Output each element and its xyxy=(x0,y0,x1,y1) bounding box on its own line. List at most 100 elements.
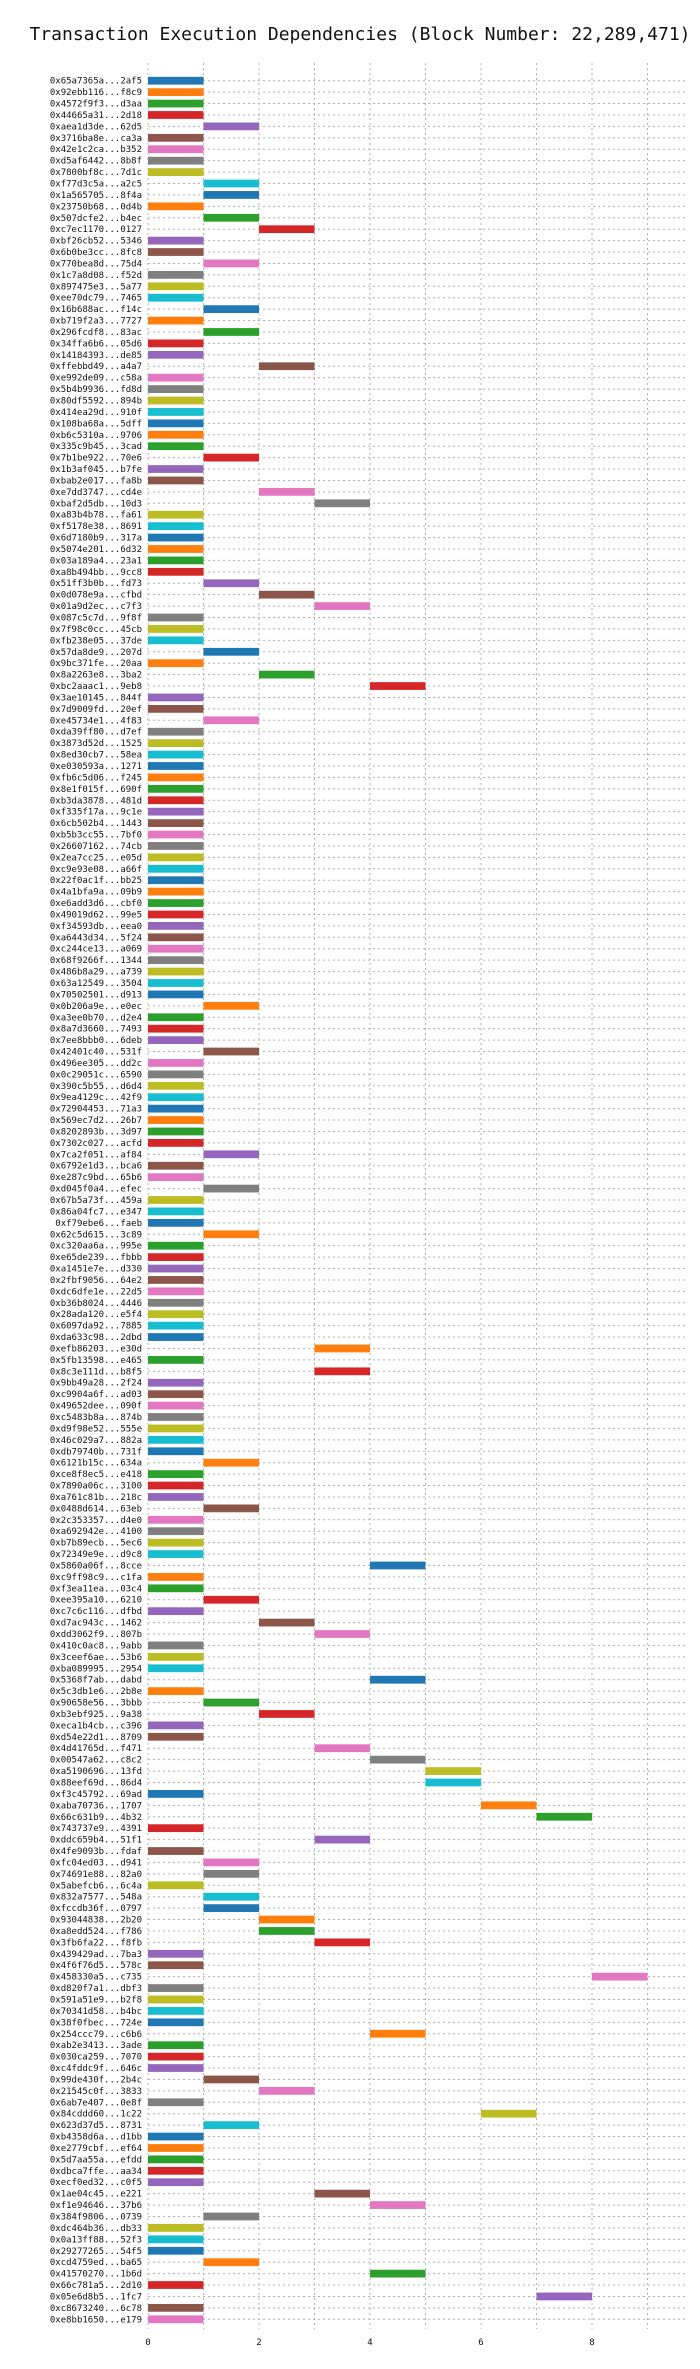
transaction-bar xyxy=(148,910,204,919)
y-tick-label: 0xc4fddc9f...646c xyxy=(50,2064,142,2074)
y-tick-label: 0x0b206a9e...e0ec xyxy=(50,1002,142,1012)
transaction-bar xyxy=(148,248,204,256)
y-tick-label: 0xd5af6442...8b8f xyxy=(50,157,142,167)
transaction-bar xyxy=(148,2018,204,2027)
y-tick-label: 0x8a7d3660...7493 xyxy=(50,1025,142,1035)
transaction-bar xyxy=(148,1664,204,1673)
transaction-bar xyxy=(148,705,204,713)
x-tick-label: 4 xyxy=(367,2338,372,2348)
transaction-bar xyxy=(148,1447,204,1456)
y-tick-label: 0x0a13ff88...52f3 xyxy=(50,2235,142,2245)
y-tick-label: 0x458330a5...c735 xyxy=(50,1973,142,1983)
y-tick-label: 0x6cb502b4...1443 xyxy=(50,819,142,829)
y-tick-label: 0x439429ad...7ba3 xyxy=(50,1950,142,1960)
transaction-bar xyxy=(536,1812,592,1821)
y-tick-label: 0x05e6d8b5...1fc7 xyxy=(50,2292,142,2302)
transaction-bar xyxy=(148,1036,204,1044)
y-tick-label: 0x486b8a29...a739 xyxy=(50,968,142,978)
transaction-bar xyxy=(148,465,204,473)
y-tick-label: 0x0488d614...63eb xyxy=(50,1504,142,1514)
y-tick-label: 0x9ea4129c...42f9 xyxy=(50,1093,142,1103)
y-tick-label: 0xe45734e1...4f83 xyxy=(50,716,142,726)
transaction-bar xyxy=(148,293,204,302)
y-tick-label: 0x384f9806...0739 xyxy=(50,2212,142,2222)
y-tick-label: 0x7890a06c...3100 xyxy=(50,1482,142,1492)
transaction-bar xyxy=(148,1984,204,1992)
transaction-bar xyxy=(148,2315,204,2324)
y-tick-label: 0x66c781a5...2d10 xyxy=(50,2281,142,2291)
transaction-bar xyxy=(148,1790,204,1798)
transaction-bar xyxy=(148,1093,204,1102)
y-tick-label: 0x2ea7cc25...e05d xyxy=(50,853,142,863)
transaction-bar xyxy=(203,1858,259,1867)
transaction-bar xyxy=(148,522,204,531)
y-tick-label: 0xe992de09...c58a xyxy=(50,374,142,384)
transaction-bar xyxy=(203,453,259,462)
y-tick-label: 0xd045f0a4...efec xyxy=(50,1185,142,1195)
transaction-bar xyxy=(148,1264,204,1273)
y-tick-label: 0x832a7577...548a xyxy=(50,1893,142,1903)
y-tick-label: 0x4d41765d...f471 xyxy=(50,1744,142,1754)
y-tick-label: 0xd54e22d1...8709 xyxy=(50,1733,142,1743)
transaction-bar xyxy=(370,2201,426,2209)
y-tick-label: 0xa1451e7e...d330 xyxy=(50,1265,142,1275)
y-tick-label: 0x623d37d5...8731 xyxy=(50,2121,142,2131)
y-tick-label: 0xa5190696...13fd xyxy=(50,1767,142,1777)
y-tick-label: 0x93044838...2b20 xyxy=(50,1916,142,1926)
y-tick-label: 0xa6443d34...5f24 xyxy=(50,933,142,943)
transaction-bar xyxy=(148,819,204,827)
transaction-bar xyxy=(148,339,204,348)
transaction-bar xyxy=(148,1378,204,1387)
transaction-bar xyxy=(148,1881,204,1890)
transaction-bar xyxy=(148,1732,204,1741)
transaction-bar xyxy=(148,385,204,393)
y-tick-label: 0x5d7aa55a...efdd xyxy=(50,2155,142,2165)
transaction-bar xyxy=(148,887,204,896)
transaction-bar xyxy=(148,1116,204,1124)
y-tick-label: 0xda39ff80...d7ef xyxy=(50,728,142,738)
transaction-bar xyxy=(314,1835,370,1844)
y-tick-label: 0xce8f8ec5...e418 xyxy=(50,1470,142,1480)
transaction-bar xyxy=(203,191,259,199)
transaction-bar xyxy=(148,373,204,382)
y-tick-label: 0x254ccc79...c6b6 xyxy=(50,2030,142,2040)
y-tick-label: 0xa8edd524...f786 xyxy=(50,1927,142,1937)
y-tick-label: 0x030ca259...7070 xyxy=(50,2053,142,2063)
y-tick-label: 0x5abefcb6...6c4a xyxy=(50,1881,142,1891)
transaction-bar xyxy=(148,944,204,953)
y-tick-label: 0xb4358d6a...d1bb xyxy=(50,2133,142,2143)
y-tick-label: 0x7b1be922...70e6 xyxy=(50,454,142,464)
y-tick-label: 0xe2779cbf...ef64 xyxy=(50,2144,142,2154)
y-tick-label: 0xffebbd49...a4a7 xyxy=(50,362,142,372)
transaction-bar xyxy=(148,1424,204,1433)
y-tick-label: 0xf1e94646...37b6 xyxy=(50,2201,142,2211)
transaction-bar xyxy=(314,1938,370,1947)
transaction-bar xyxy=(203,1595,259,1604)
transaction-bar xyxy=(314,602,370,610)
transaction-bar xyxy=(148,1515,204,1524)
transaction-bar xyxy=(148,2166,204,2175)
transaction-bar xyxy=(148,1641,204,1650)
y-tick-label: 0x6097da92...7885 xyxy=(50,1322,142,1332)
transaction-bar xyxy=(148,2132,204,2141)
y-tick-label: 0x7ee8bbb0...6deb xyxy=(50,1036,142,1046)
transaction-bar xyxy=(148,739,204,748)
transaction-bar xyxy=(259,487,315,496)
y-tick-label: 0xaba70736...1707 xyxy=(50,1801,142,1811)
y-tick-label: 0xc5483b8a...874b xyxy=(50,1413,142,1423)
transaction-bar xyxy=(148,1390,204,1399)
y-tick-label: 0x65a7365a...2af5 xyxy=(50,77,142,87)
transaction-bar xyxy=(148,693,204,702)
y-tick-label: 0x4fe9093b...fdaf xyxy=(50,1847,142,1857)
y-tick-label: 0x8c3e111d...b8f5 xyxy=(50,1367,142,1377)
transaction-bar xyxy=(148,1949,204,1958)
y-tick-label: 0xbab2e017...fa8b xyxy=(50,476,142,486)
y-tick-label: 0x087c5c7d...9f8f xyxy=(50,614,142,624)
transaction-bar xyxy=(148,316,204,325)
y-tick-label: 0x5fb13598...e465 xyxy=(50,1356,142,1366)
transaction-bar xyxy=(148,1276,204,1284)
y-tick-label: 0x410c0ac8...9abb xyxy=(50,1641,142,1651)
transaction-bar xyxy=(148,727,204,736)
x-tick-label: 2 xyxy=(256,2338,261,2348)
